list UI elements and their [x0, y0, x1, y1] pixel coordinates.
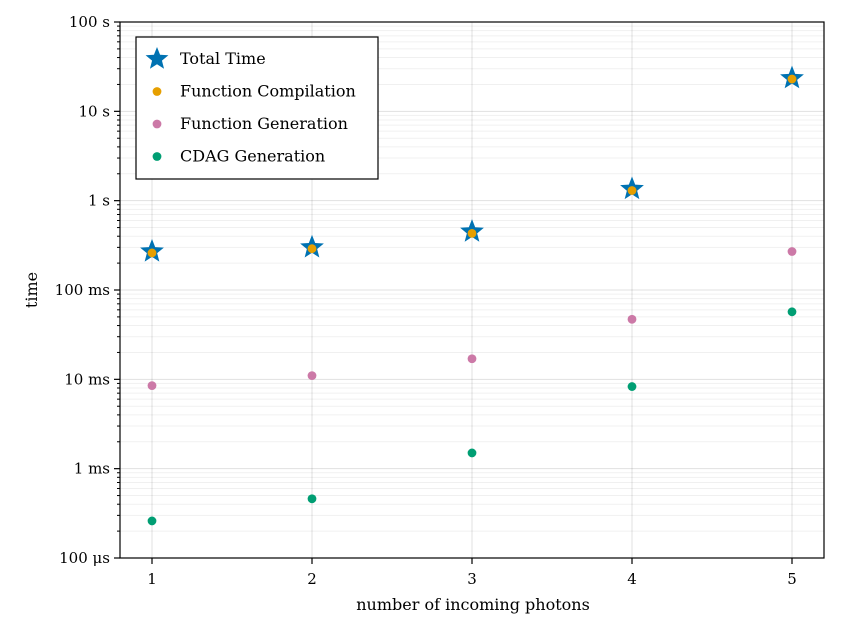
legend-label-function-compilation: Function Compilation: [180, 82, 356, 101]
axes: 100 μs 1 ms 10 ms 100 ms 1 s 10 s 100 s 1 2 3 4 5: [55, 13, 825, 588]
point-function-generation: [627, 314, 637, 324]
legend-label-total-time: Total Time: [180, 49, 266, 68]
legend-box: [135, 36, 379, 180]
legend-label-cdag-generation: CDAG Generation: [180, 147, 325, 166]
y-tick-label: 1 ms: [74, 460, 110, 478]
x-tick-label: 1: [147, 570, 157, 588]
point-function-compilation: [307, 244, 317, 254]
legend-label-function-generation: Function Generation: [180, 114, 348, 133]
y-tick-label: 10 ms: [64, 370, 110, 388]
y-tick-label: 100 s: [69, 13, 110, 31]
point-cdag-generation: [787, 307, 797, 317]
y-tick-label: 1 s: [88, 192, 110, 210]
data-points: [140, 65, 804, 526]
legend: Total Time Function Compilation Function G…: [135, 36, 379, 180]
legend-marker-function-generation: [152, 119, 162, 129]
y-tick-label: 100 ms: [55, 281, 110, 299]
y-tick-label: 100 μs: [59, 549, 110, 567]
point-function-generation: [787, 247, 797, 256]
point-function-generation: [467, 354, 477, 364]
x-tick-label: 3: [467, 570, 477, 588]
legend-marker-total-time: [145, 47, 169, 69]
y-axis-title: time: [22, 272, 41, 308]
point-cdag-generation: [467, 448, 477, 458]
x-tick-label: 2: [307, 570, 317, 588]
x-tick-label: 5: [787, 570, 797, 588]
point-function-generation: [307, 371, 317, 381]
y-tick-label: 10 s: [78, 102, 110, 120]
grid: [120, 21, 824, 559]
legend-marker-cdag-generation: [152, 152, 162, 161]
point-function-compilation: [787, 74, 797, 84]
x-tick-label: 4: [627, 570, 637, 588]
point-cdag-generation: [627, 382, 637, 391]
point-function-generation: [147, 381, 157, 391]
x-axis-title: number of incoming photons: [356, 595, 590, 614]
point-function-compilation: [147, 248, 157, 258]
point-cdag-generation: [147, 516, 157, 526]
point-function-compilation: [627, 186, 637, 195]
point-cdag-generation: [307, 494, 317, 504]
point-function-compilation: [467, 229, 477, 238]
legend-marker-function-compilation: [152, 87, 162, 96]
